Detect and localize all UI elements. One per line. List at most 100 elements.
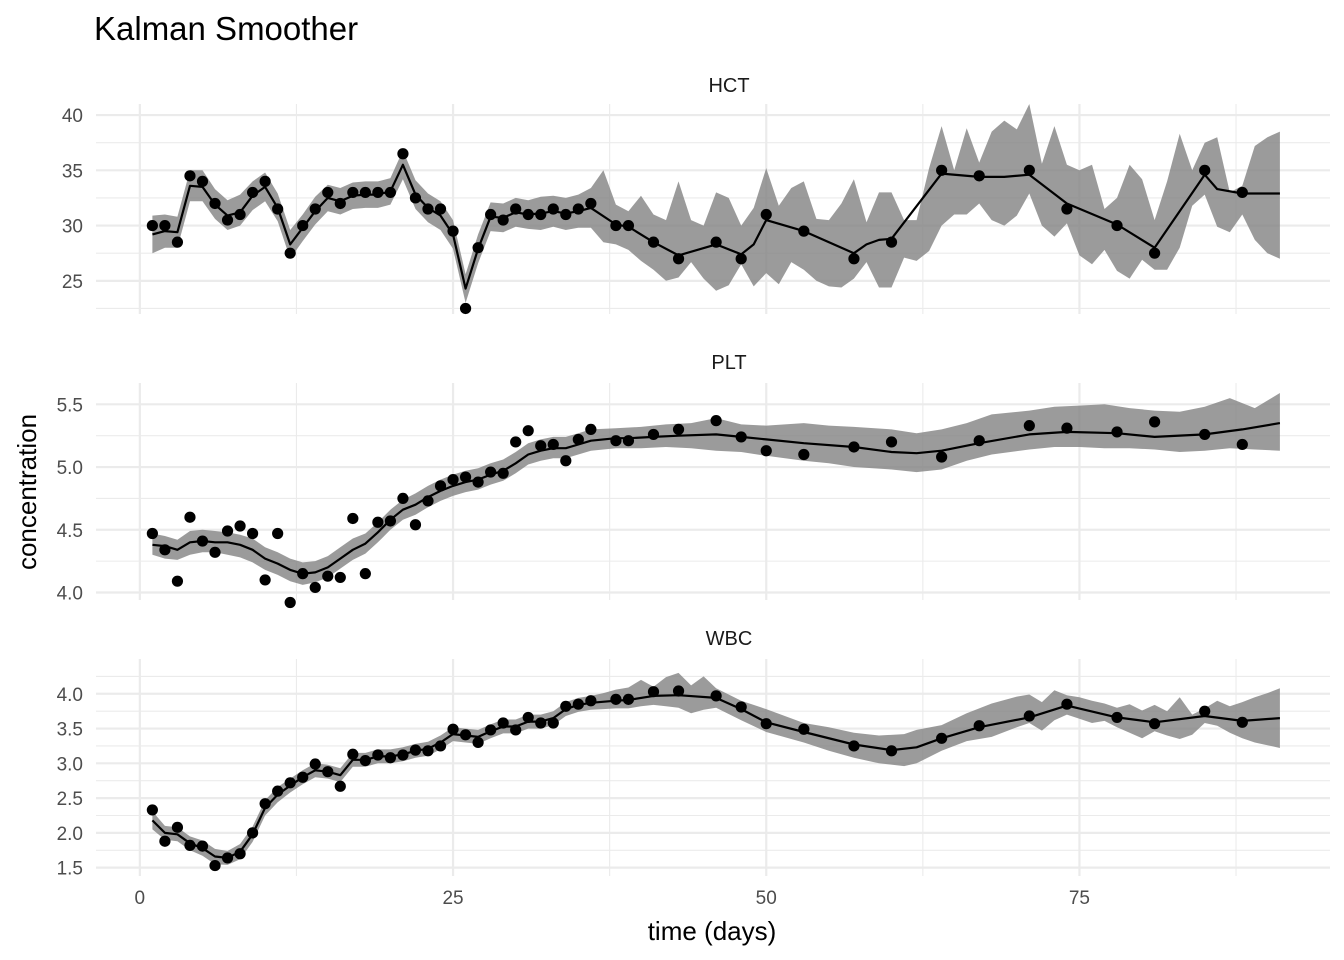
observed-point — [209, 546, 221, 558]
observed-point — [497, 467, 509, 479]
observed-point — [384, 515, 397, 527]
observed-point — [1111, 426, 1123, 438]
y-tick-label: 5.0 — [57, 458, 83, 479]
observed-point — [472, 736, 484, 749]
observed-point — [735, 253, 747, 265]
observed-point — [221, 525, 234, 537]
observed-point — [409, 519, 422, 531]
y-tick-label: 5.5 — [57, 395, 83, 416]
observed-point — [246, 527, 259, 540]
observed-point — [209, 859, 221, 872]
observed-point — [209, 197, 221, 210]
observed-point — [171, 236, 184, 248]
panel-hct: 25 30 35 40 HCT — [62, 75, 1330, 315]
observed-point — [159, 835, 171, 847]
smoothed-line — [152, 422, 1281, 575]
observed-point — [885, 436, 898, 448]
observed-point — [322, 186, 334, 199]
observed-point — [622, 219, 635, 232]
observed-point — [1023, 710, 1035, 722]
observed-point — [221, 214, 234, 226]
observed-point — [535, 208, 547, 221]
observed-point — [459, 302, 472, 315]
facet-strip-label: PLT — [711, 352, 746, 374]
observed-point — [1023, 420, 1035, 432]
observed-point — [973, 435, 985, 447]
y-tick-label: 3.0 — [57, 754, 83, 775]
observed-point — [447, 723, 459, 735]
observed-point — [372, 749, 384, 761]
y-tick-label: 30 — [62, 217, 83, 238]
observed-point — [309, 581, 321, 594]
observed-point — [284, 596, 296, 609]
observed-point — [397, 749, 409, 761]
observed-point — [522, 711, 534, 724]
observed-point — [234, 208, 246, 221]
facet-strip-label: WBC — [706, 628, 753, 650]
observed-point — [1236, 438, 1248, 451]
observed-point — [1236, 716, 1248, 728]
observed-point — [422, 495, 434, 507]
observed-point — [234, 848, 246, 860]
observed-point — [647, 428, 660, 441]
y-tick-label: 25 — [62, 272, 83, 293]
observed-point — [585, 423, 597, 436]
observed-point — [1199, 705, 1211, 717]
observed-point — [1199, 428, 1211, 441]
observed-point — [798, 225, 810, 237]
observed-point — [309, 203, 321, 215]
observed-point — [434, 740, 447, 752]
facet-strip-label: HCT — [708, 75, 749, 97]
observed-point — [485, 466, 497, 478]
observed-point — [1061, 422, 1073, 434]
observed-point — [359, 186, 371, 199]
observed-point — [384, 186, 397, 199]
observed-point — [246, 827, 259, 839]
observed-point — [297, 771, 309, 783]
observed-point — [1236, 186, 1248, 199]
observed-point — [196, 535, 209, 547]
observed-point — [259, 798, 271, 810]
observed-point — [472, 242, 484, 254]
observed-point — [171, 821, 184, 833]
observed-point — [447, 225, 459, 237]
y-tick-label: 4.0 — [57, 685, 83, 706]
observed-point — [1149, 718, 1161, 730]
confidence-band — [152, 672, 1280, 865]
observed-point — [735, 431, 747, 443]
observed-point — [459, 729, 472, 741]
observed-point — [510, 436, 522, 448]
observed-point — [246, 186, 259, 199]
observed-point — [397, 148, 409, 160]
observed-point — [760, 445, 772, 457]
observed-point — [535, 440, 547, 452]
observed-point — [272, 203, 284, 215]
observed-point — [936, 451, 948, 463]
observed-point — [973, 170, 985, 182]
observed-point — [885, 745, 898, 757]
y-tick-label: 4.5 — [57, 521, 83, 542]
observed-point — [272, 527, 284, 540]
observed-point — [284, 247, 296, 259]
observed-point — [760, 208, 772, 221]
observed-point — [710, 690, 722, 702]
observed-point — [1149, 416, 1161, 428]
observed-point — [146, 527, 158, 540]
observed-point — [309, 758, 321, 770]
observed-point — [447, 473, 459, 486]
observed-point — [585, 197, 597, 210]
observed-point — [572, 698, 584, 710]
observed-point — [547, 438, 559, 451]
observed-point — [409, 744, 422, 756]
observed-point — [622, 693, 635, 705]
observed-point — [272, 785, 284, 797]
observed-point — [798, 723, 810, 735]
observed-point — [1061, 203, 1073, 215]
observed-point — [1111, 219, 1123, 232]
y-tick-label: 35 — [62, 161, 83, 182]
observed-point — [1149, 247, 1161, 259]
observed-point — [485, 208, 497, 221]
observed-point — [585, 695, 597, 707]
observed-point — [384, 752, 397, 764]
